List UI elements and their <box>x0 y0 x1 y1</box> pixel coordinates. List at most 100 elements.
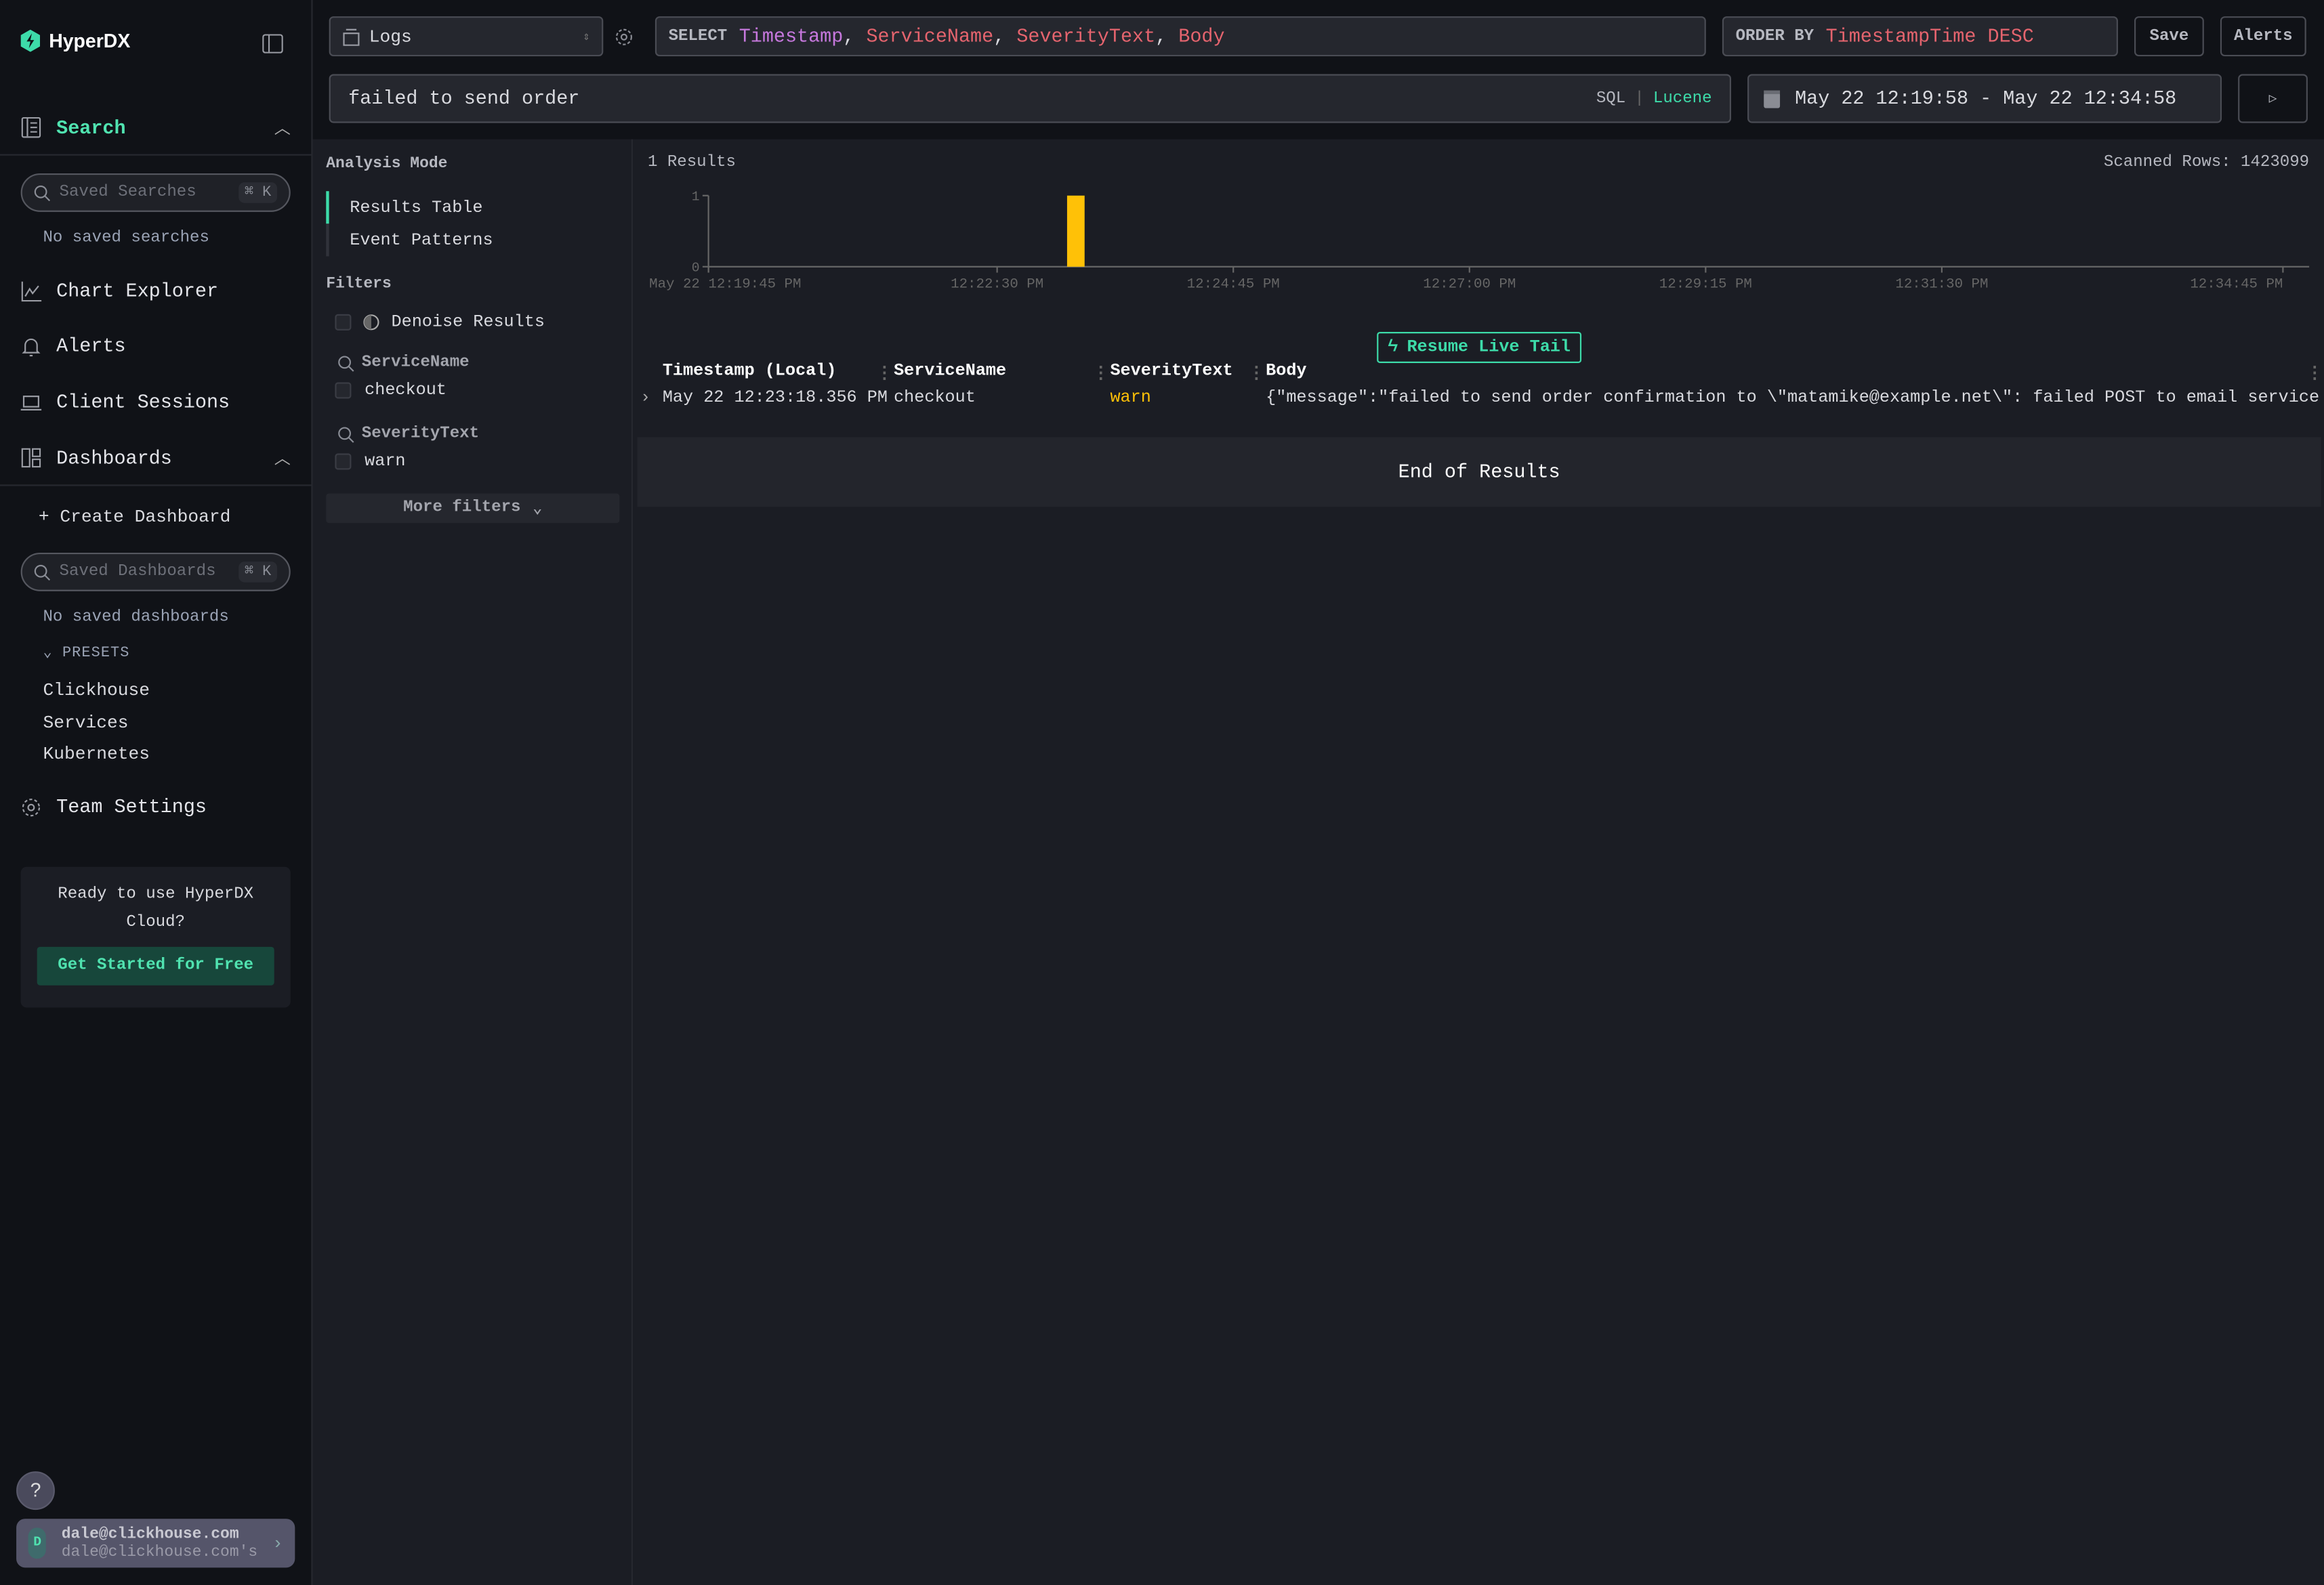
order-by-input[interactable]: ORDER BY TimestampTime DESC <box>1722 16 2118 57</box>
table-row[interactable]: › May 22 12:23:18.356 PM checkout warn {… <box>638 388 2321 412</box>
denoise-icon <box>363 314 379 331</box>
saved-dashboards-input[interactable]: Saved Dashboards ⌘ K <box>20 552 291 591</box>
nav-alerts[interactable]: Alerts <box>21 335 126 357</box>
chart-line-icon <box>21 280 42 301</box>
alerts-button[interactable]: Alerts <box>2220 16 2306 57</box>
search-page-icon <box>21 117 41 138</box>
filter-option-warn[interactable]: warn <box>335 452 406 471</box>
filter-group-servicename[interactable]: ServiceName <box>338 354 470 372</box>
x-tick-label: May 22 12:19:45 PM <box>649 276 801 292</box>
select-arrows-icon: ⇕ <box>583 30 590 44</box>
nav-dashboards-label: Dashboards <box>56 446 172 469</box>
lucene-toggle[interactable]: Lucene <box>1653 89 1712 108</box>
nav-chart-explorer[interactable]: Chart Explorer <box>21 280 218 302</box>
calendar-icon <box>1764 89 1781 108</box>
chevron-up-icon[interactable]: ︿ <box>274 121 291 140</box>
x-tick-label: 12:24:45 PM <box>1187 276 1280 292</box>
save-button[interactable]: Save <box>2134 16 2204 57</box>
filters-panel: Analysis Mode Results Table Event Patter… <box>312 139 634 1585</box>
chevron-up-icon[interactable]: ︿ <box>274 452 291 470</box>
laptop-icon <box>20 394 42 410</box>
sql-toggle[interactable]: SQL <box>1596 89 1626 108</box>
preset-services[interactable]: Services <box>43 712 129 733</box>
dashboard-icon <box>21 448 41 468</box>
saved-searches-input[interactable]: Saved Searches ⌘ K <box>20 173 291 212</box>
search-query-input[interactable]: failed to send order SQL | Lucene <box>329 74 1731 123</box>
column-header-body[interactable]: Body <box>1266 361 1307 381</box>
x-tick-label: 12:29:15 PM <box>1659 276 1752 292</box>
get-started-button[interactable]: Get Started for Free <box>37 946 274 986</box>
presets-label: PRESETS <box>62 646 130 662</box>
nav-alerts-label: Alerts <box>56 335 126 358</box>
chevron-right-icon: › <box>272 1532 283 1554</box>
cell-timestamp: May 22 12:23:18.356 PM <box>662 388 888 408</box>
preset-kubernetes[interactable]: Kubernetes <box>43 744 150 765</box>
hyperdx-logo-icon <box>20 29 41 52</box>
checkbox[interactable] <box>335 382 352 399</box>
nav-search-label: Search <box>56 116 126 139</box>
cloud-promo: Ready to use HyperDX Cloud? Get Started … <box>20 866 291 1008</box>
denoise-checkbox[interactable] <box>335 314 352 331</box>
column-resize-handle[interactable]: ⋮ <box>1092 364 1110 384</box>
column-resize-handle[interactable]: ⋮ <box>875 364 893 384</box>
column-header-servicename[interactable]: ServiceName <box>894 361 1007 381</box>
filter-group-severitytext[interactable]: SeverityText <box>338 425 479 443</box>
gear-icon[interactable] <box>615 28 633 46</box>
database-icon <box>343 28 360 45</box>
column-header-timestamp[interactable]: Timestamp (Local) <box>662 361 837 381</box>
column-header-severitytext[interactable]: SeverityText <box>1110 361 1233 381</box>
resume-live-tail-button[interactable]: ϟ Resume Live Tail <box>1377 332 1582 363</box>
select-column-token: , <box>1155 25 1179 47</box>
cell-servicename: checkout <box>894 388 976 408</box>
gear-icon <box>22 797 41 816</box>
chevron-down-icon: ⌄ <box>532 501 543 519</box>
search-icon <box>338 355 354 371</box>
help-button[interactable]: ? <box>16 1471 55 1510</box>
checkbox[interactable] <box>335 453 352 470</box>
search-icon <box>34 564 51 580</box>
collapse-sidebar-icon[interactable] <box>262 34 283 54</box>
divider <box>0 154 313 156</box>
presets-list: Clickhouse Services Kubernetes <box>43 676 150 772</box>
chevron-down-icon: ⌄ <box>43 646 62 662</box>
logo[interactable]: HyperDX <box>20 29 130 52</box>
preset-clickhouse[interactable]: Clickhouse <box>43 680 150 701</box>
x-tick-label: 12:34:45 PM <box>2190 276 2283 292</box>
select-columns: Timestamp, ServiceName, SeverityText, Bo… <box>739 25 1225 47</box>
x-tick-label: 12:31:30 PM <box>1895 276 1988 292</box>
nav-client-sessions-label: Client Sessions <box>56 391 230 414</box>
select-column-token: ServiceName <box>866 25 994 47</box>
denoise-label: Denoise Results <box>391 312 545 332</box>
source-select[interactable]: Logs ⇕ <box>329 16 604 57</box>
nav-search[interactable]: Search ︿ <box>21 116 291 140</box>
lang-separator: | <box>1634 89 1644 108</box>
time-range-picker[interactable]: May 22 12:19:58 - May 22 12:34:58 <box>1747 74 2222 123</box>
filter-option-checkout[interactable]: checkout <box>335 381 447 400</box>
more-filters-button[interactable]: More filters ⌄ <box>326 493 620 524</box>
select-keyword: SELECT <box>668 27 728 45</box>
denoise-toggle[interactable]: Denoise Results <box>335 313 545 332</box>
create-dashboard-button[interactable]: + Create Dashboard <box>38 507 231 528</box>
select-column-token: Body <box>1178 25 1225 47</box>
shortcut-badge: ⌘ K <box>238 182 278 203</box>
run-query-button[interactable]: ▷ <box>2238 74 2308 123</box>
mode-results-table[interactable]: Results Table <box>350 198 483 218</box>
nav-chart-explorer-label: Chart Explorer <box>56 280 219 303</box>
expand-row-icon[interactable]: › <box>640 388 651 408</box>
x-tick-label: 12:22:30 PM <box>951 276 1043 292</box>
nav-client-sessions[interactable]: Client Sessions <box>20 391 230 414</box>
select-column-token: , <box>843 25 867 47</box>
nav-team-settings[interactable]: Team Settings <box>21 796 207 818</box>
mode-event-patterns[interactable]: Event Patterns <box>350 231 493 251</box>
histogram-chart[interactable]: 0 1 May 22 12:19:45 PM 12:22:30 PM 12:24:45 … <box>638 178 2324 304</box>
nav-dashboards[interactable]: Dashboards ︿ <box>21 446 291 469</box>
select-input[interactable]: SELECT Timestamp, ServiceName, SeverityT… <box>655 16 1706 57</box>
presets-toggle[interactable]: ⌄ PRESETS <box>43 645 129 662</box>
column-resize-handle[interactable]: ⋮ <box>2306 364 2323 384</box>
nav-team-settings-label: Team Settings <box>56 795 207 818</box>
filter-option-label: checkout <box>365 381 447 400</box>
column-resize-handle[interactable]: ⋮ <box>1247 364 1266 384</box>
saved-dashboards-placeholder: Saved Dashboards <box>59 563 216 581</box>
user-menu[interactable]: D dale@clickhouse.com dale@clickhouse.co… <box>16 1519 295 1568</box>
select-column-token: SeverityText <box>1016 25 1156 47</box>
